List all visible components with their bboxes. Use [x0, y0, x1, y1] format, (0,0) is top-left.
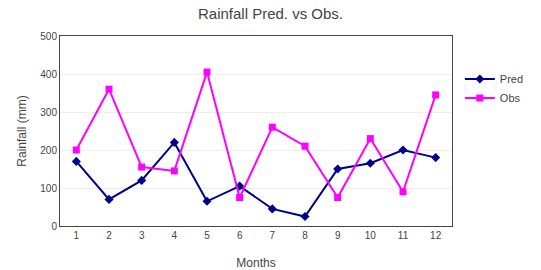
- svg-text:500: 500: [40, 31, 57, 42]
- svg-text:Rainfall Pred. vs Obs.: Rainfall Pred. vs Obs.: [198, 5, 343, 22]
- svg-text:10: 10: [365, 230, 377, 241]
- svg-text:7: 7: [270, 230, 276, 241]
- svg-text:5: 5: [204, 230, 210, 241]
- svg-text:3: 3: [139, 230, 145, 241]
- svg-text:0: 0: [51, 221, 57, 232]
- svg-text:6: 6: [237, 230, 243, 241]
- svg-text:9: 9: [335, 230, 341, 241]
- svg-text:300: 300: [40, 107, 57, 118]
- svg-text:12: 12: [430, 230, 442, 241]
- svg-text:200: 200: [40, 145, 57, 156]
- svg-text:100: 100: [40, 183, 57, 194]
- svg-text:4: 4: [172, 230, 178, 241]
- svg-text:400: 400: [40, 69, 57, 80]
- svg-text:Obs: Obs: [500, 92, 521, 104]
- svg-text:2: 2: [106, 230, 112, 241]
- svg-text:Rainfall (mm): Rainfall (mm): [15, 95, 29, 166]
- svg-text:8: 8: [302, 230, 308, 241]
- svg-text:1: 1: [74, 230, 80, 241]
- svg-text:Months: Months: [236, 256, 275, 270]
- svg-text:Pred: Pred: [500, 73, 523, 85]
- svg-text:11: 11: [398, 230, 409, 241]
